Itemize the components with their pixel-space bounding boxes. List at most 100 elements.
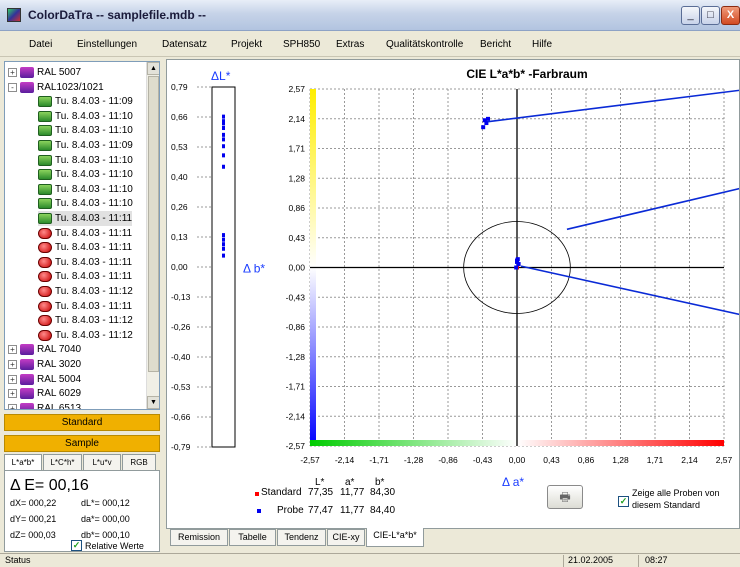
expand-icon[interactable]: + [8, 403, 17, 409]
standard-button[interactable]: Standard [4, 414, 160, 431]
lab-x-tick: -2,14 [335, 455, 355, 465]
tree-folder[interactable]: + RAL 3020 [8, 357, 81, 372]
dl-tick-label: 0,79 [171, 82, 188, 92]
fail-sample-icon [38, 286, 52, 297]
lab-y-label: Δ b* [243, 262, 265, 276]
tree-item[interactable]: Tu. 8.4.03 - 11:10 [38, 182, 133, 197]
tree-item[interactable]: Tu. 8.4.03 - 11:11 [38, 211, 133, 226]
dl-value: dL*= 000,12 [81, 498, 130, 508]
collapse-icon[interactable]: - [8, 82, 17, 92]
tree-item[interactable]: Tu. 8.4.03 - 11:11 [38, 255, 132, 270]
tab-cie-xy[interactable]: CIE-xy [327, 529, 365, 546]
menu-bericht[interactable]: Bericht [480, 39, 512, 50]
folder-icon [20, 373, 34, 385]
expand-icon[interactable]: + [8, 68, 17, 77]
print-button[interactable]: 🖶 [547, 485, 583, 509]
maximize-button[interactable]: □ [701, 6, 720, 25]
tolerance-circle [463, 221, 571, 314]
menu-hilfe[interactable]: Hilfe [532, 39, 553, 50]
dl-point [222, 153, 225, 158]
expand-icon[interactable]: + [8, 374, 17, 384]
menu-qualitaetskontrolle[interactable]: Qualitätskontrolle [386, 39, 464, 50]
tree-item-label: Tu. 8.4.03 - 11:12 [55, 315, 133, 327]
lab-y-tick: -1,71 [286, 382, 306, 392]
legend-probe-b: 84,40 [370, 505, 396, 516]
tree-item[interactable]: Tu. 8.4.03 - 11:12 [38, 284, 133, 299]
title-bar: ColorDaTra -- samplefile.mdb -- _ □ X [0, 0, 740, 31]
tab-remission[interactable]: Remission [170, 529, 228, 546]
scroll-thumb[interactable] [148, 76, 159, 372]
tree-item-label: RAL 5004 [37, 373, 82, 385]
fail-sample-icon [38, 329, 52, 341]
tree-item[interactable]: Tu. 8.4.03 - 11:10 [38, 196, 133, 211]
tree-folder[interactable]: + RAL 6029 [8, 386, 81, 401]
tab-tendenz[interactable]: Tendenz [277, 529, 326, 546]
tree-item[interactable]: Tu. 8.4.03 - 11:12 [38, 328, 133, 343]
scroll-down-icon[interactable]: ▼ [147, 396, 159, 409]
lab-x-tick: -1,28 [404, 455, 424, 465]
tree-folder[interactable]: + RAL 6513 [8, 401, 81, 409]
tree-folder[interactable]: + RAL 5007 [8, 65, 81, 80]
printer-icon: 🖶 [559, 490, 571, 504]
menu-datensatz[interactable]: Datensatz [162, 39, 208, 50]
menu-einstellungen[interactable]: Einstellungen [77, 39, 138, 50]
probe-point [482, 118, 487, 123]
status-separator [563, 555, 564, 567]
legend-probe-label: Probe [277, 505, 304, 516]
tree-item[interactable]: Tu. 8.4.03 - 11:10 [38, 123, 133, 138]
legend-standard-l: 77,35 [308, 487, 334, 498]
probe-point [486, 116, 491, 121]
show-all-checkbox[interactable]: ✓ [618, 496, 629, 507]
minimize-button[interactable]: _ [681, 6, 700, 25]
tree-item[interactable]: Tu. 8.4.03 - 11:10 [38, 167, 133, 182]
dl-tick-label: -0,53 [171, 382, 191, 392]
tab-luv[interactable]: L*u*v [83, 454, 121, 471]
probe-point [514, 265, 519, 270]
tree-item-label: Tu. 8.4.03 - 11:10 [55, 125, 133, 137]
lab-y-tick: 1,71 [288, 144, 305, 154]
menu-projekt[interactable]: Projekt [231, 39, 263, 50]
legend-standard-marker [255, 492, 259, 496]
dl-tick-label: -0,66 [171, 412, 191, 422]
tree-folder[interactable]: - RAL1023/1021 [8, 80, 104, 95]
pass-sample-icon [38, 154, 52, 166]
tree-item[interactable]: Tu. 8.4.03 - 11:09 [38, 138, 133, 153]
tree-item[interactable]: Tu. 8.4.03 - 11:11 [38, 240, 132, 255]
tree-item[interactable]: Tu. 8.4.03 - 11:11 [38, 269, 132, 284]
tree-folder[interactable]: + RAL 5004 [8, 372, 81, 387]
tree-item[interactable]: Tu. 8.4.03 - 11:11 [38, 226, 132, 241]
relative-checkbox[interactable]: ✓ [71, 540, 82, 551]
expand-icon[interactable]: + [8, 360, 17, 369]
dl-tick-label: 0,53 [171, 142, 188, 152]
sample-button[interactable]: Sample [4, 435, 160, 452]
tree-item[interactable]: Tu. 8.4.03 - 11:12 [38, 313, 133, 328]
expand-icon[interactable]: + [8, 345, 17, 355]
tree-item[interactable]: Tu. 8.4.03 - 11:11 [38, 299, 132, 314]
fail-sample-icon [38, 256, 52, 268]
tree-folder[interactable]: + RAL 7040 [8, 342, 81, 357]
tree-item[interactable]: Tu. 8.4.03 - 11:10 [38, 153, 133, 168]
chart-canvas[interactable]: 0,79 0,66 0,53 0,40 0,26 0,13 0,00 -0,13 -0,26 -0… [167, 60, 739, 528]
menu-extras[interactable]: Extras [336, 39, 365, 50]
sample-tree[interactable]: + RAL 5007 - RAL1023/1021 Tu. 8.4.03 - 11:09… [4, 61, 160, 410]
tab-rgb[interactable]: RGB [122, 454, 156, 471]
pass-sample-icon [38, 169, 52, 181]
lab-x-tick: 1,28 [612, 455, 629, 465]
close-button[interactable]: X [721, 6, 740, 25]
tab-cie-lab[interactable]: CIE-L*a*b* [366, 528, 424, 547]
tree-item[interactable]: Tu. 8.4.03 - 11:10 [38, 109, 133, 124]
probe-point [481, 125, 486, 130]
lab-x-tick: 1,71 [647, 455, 664, 465]
delta-panel: Δ E= 00,16 dX= 000,22 dL*= 000,12 dY= 00… [4, 470, 160, 552]
fail-sample-icon [38, 227, 52, 239]
pass-sample-icon [38, 96, 52, 108]
tree-scrollbar[interactable]: ▲ ▼ [146, 62, 159, 409]
menu-datei[interactable]: Datei [29, 39, 53, 50]
scroll-up-icon[interactable]: ▲ [147, 62, 159, 75]
tree-item[interactable]: Tu. 8.4.03 - 11:09 [38, 94, 133, 109]
tab-lab[interactable]: L*a*b* [4, 454, 42, 471]
tab-lch[interactable]: L*C*h* [43, 454, 82, 471]
tab-tabelle[interactable]: Tabelle [229, 529, 276, 546]
expand-icon[interactable]: + [8, 389, 17, 399]
menu-sph850[interactable]: SPH850 [283, 39, 321, 50]
